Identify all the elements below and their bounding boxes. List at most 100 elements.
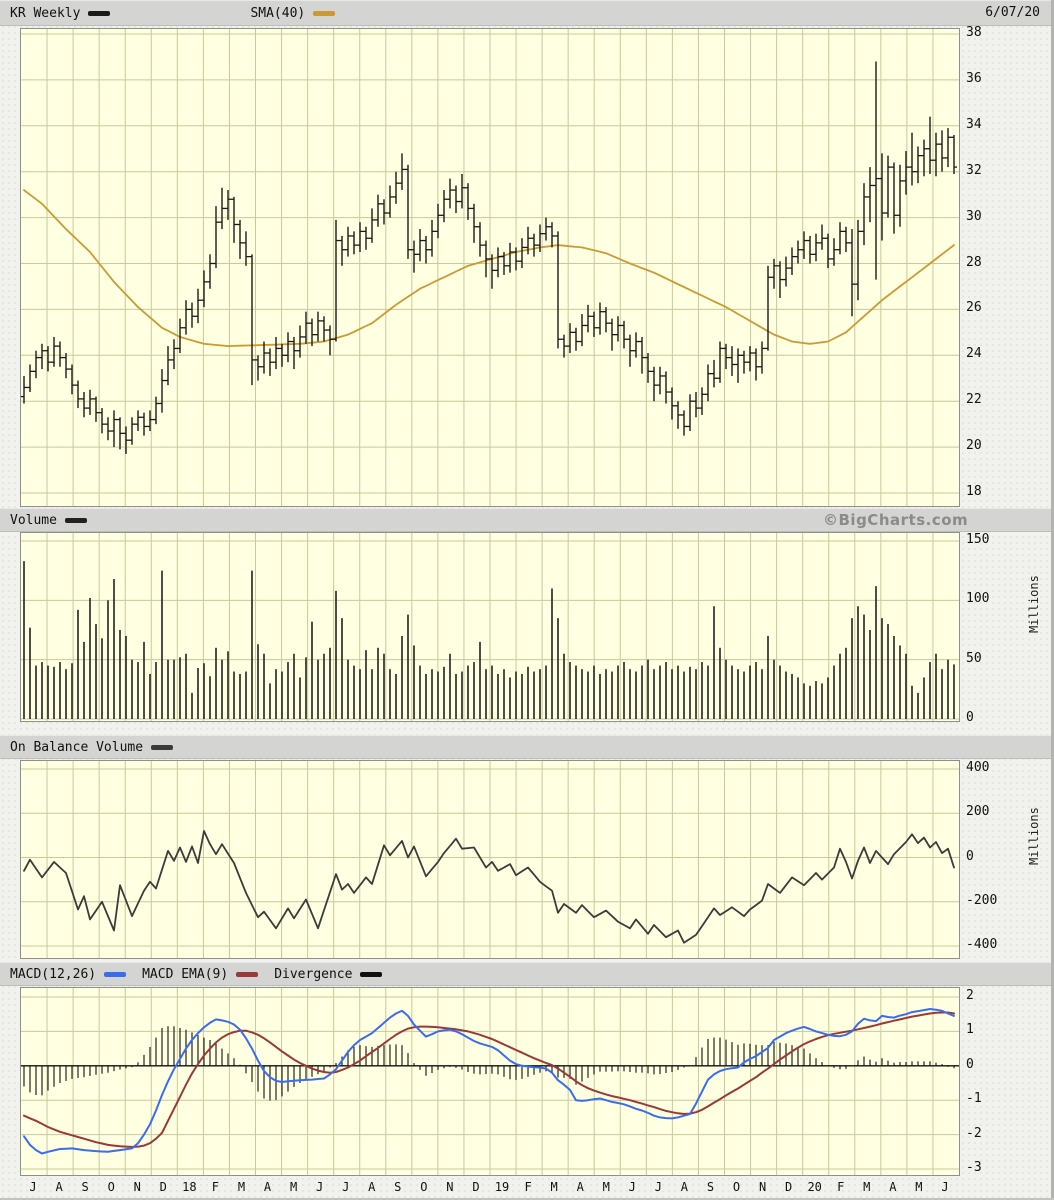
y-tick-label: 30 <box>966 208 982 224</box>
volume-y-axis: 150 100 50 0 <box>966 0 1026 740</box>
y-tick-label: 36 <box>966 70 982 86</box>
volume-title: Volume <box>10 512 57 528</box>
y-tick-label: 0 <box>966 1056 974 1072</box>
price-plot <box>21 29 959 506</box>
month-label: A <box>368 1180 376 1194</box>
month-label: 20 <box>807 1180 822 1194</box>
obv-plot <box>21 761 959 958</box>
obv-swatch-icon <box>151 744 174 750</box>
month-label: J <box>316 1180 324 1194</box>
y-tick-label: -400 <box>966 937 998 952</box>
y-tick-label: 18 <box>966 484 982 499</box>
obv-unit-label: Millions <box>1027 807 1041 865</box>
month-label: S <box>706 1180 715 1194</box>
sma-swatch-icon <box>313 10 336 16</box>
y-tick-label: -1 <box>966 1091 982 1107</box>
month-label: J <box>29 1180 37 1194</box>
price-header: KR Weekly SMA(40) 6/07/20 <box>0 0 1054 26</box>
month-label: A <box>889 1180 897 1194</box>
y-tick-label: 150 <box>966 532 990 547</box>
y-tick-label: 28 <box>966 254 982 270</box>
y-tick-label: -200 <box>966 892 998 908</box>
month-label: A <box>680 1180 689 1194</box>
month-label: S <box>394 1180 402 1194</box>
macd-swatch-icon <box>104 971 127 977</box>
obv-header: On Balance Volume <box>0 735 1054 759</box>
macd-plot <box>21 988 959 1175</box>
month-label: A <box>55 1180 63 1194</box>
month-label: O <box>420 1180 428 1194</box>
y-tick-label: 26 <box>966 300 982 316</box>
y-tick-label: 0 <box>966 710 974 725</box>
month-label: D <box>159 1180 167 1194</box>
y-tick-label: 34 <box>966 116 982 132</box>
y-tick-label: 20 <box>966 438 982 454</box>
y-tick-label: 400 <box>966 760 990 775</box>
month-label: N <box>758 1180 767 1194</box>
month-label: F <box>524 1180 532 1194</box>
time-axis: J A S O N D 18 F M A M J J A S O N D 19 F M A M J J A S O N D 20 F M A M J <box>0 1176 1054 1200</box>
month-label: D <box>785 1180 793 1194</box>
y-tick-label: -2 <box>966 1125 982 1141</box>
month-label: M <box>915 1180 923 1194</box>
y-tick-label: 22 <box>966 392 982 408</box>
y-tick-label: 0 <box>966 848 974 864</box>
price-series-swatch-icon <box>88 10 111 16</box>
y-tick-label: 100 <box>966 591 990 607</box>
symbol-title: KR Weekly <box>10 5 81 21</box>
y-tick-label: -3 <box>966 1160 982 1175</box>
y-tick-label: 1 <box>966 1022 974 1038</box>
divergence-label: Divergence <box>274 966 353 982</box>
obv-title: On Balance Volume <box>10 739 144 755</box>
y-tick-label: 24 <box>966 346 982 362</box>
obv-y-axis: 400 200 0 -200 -400 <box>966 0 1026 980</box>
month-label: A <box>263 1180 272 1194</box>
month-label: M <box>550 1180 558 1194</box>
month-label: A <box>576 1180 584 1194</box>
y-tick-label: 2 <box>966 988 974 1003</box>
month-label: M <box>237 1180 246 1194</box>
month-label: J <box>654 1180 662 1194</box>
price-y-axis: 38 36 34 32 30 28 26 24 22 20 18 <box>966 0 1026 510</box>
macd-ema-swatch-icon <box>236 971 259 977</box>
macd-panel <box>20 987 960 1176</box>
bigcharts-watermark: ©BigCharts.com <box>823 511 969 529</box>
macd-ema-label: MACD EMA(9) <box>142 966 229 982</box>
y-tick-label: 50 <box>966 650 982 666</box>
bottom-edge-shadow <box>0 1198 1054 1200</box>
month-label: 18 <box>182 1180 197 1194</box>
month-label: N <box>446 1180 454 1194</box>
macd-label: MACD(12,26) <box>10 966 97 982</box>
month-label: N <box>133 1180 141 1194</box>
y-tick-label: 38 <box>966 25 982 40</box>
month-label: F <box>211 1180 220 1194</box>
volume-header: Volume <box>0 508 1054 532</box>
month-label: O <box>107 1180 115 1194</box>
month-label: J <box>941 1180 949 1194</box>
volume-swatch-icon <box>64 517 87 523</box>
macd-y-axis: 2 1 0 -1 -2 -3 <box>966 0 1026 1200</box>
month-label: J <box>342 1180 350 1194</box>
obv-panel <box>20 760 960 959</box>
macd-header: MACD(12,26) MACD EMA(9) Divergence <box>0 962 1054 986</box>
month-label: S <box>81 1180 89 1194</box>
right-edge-shadow <box>1051 0 1054 1200</box>
month-label: M <box>863 1180 871 1194</box>
volume-plot <box>21 533 959 721</box>
y-tick-label: 32 <box>966 162 982 178</box>
sma-label: SMA(40) <box>250 5 306 21</box>
month-label: O <box>732 1180 741 1194</box>
divergence-swatch-icon <box>360 971 383 977</box>
month-label: D <box>472 1180 480 1194</box>
y-tick-label: 200 <box>966 804 990 820</box>
chart-date: 6/07/20 <box>985 5 1040 20</box>
month-label: 19 <box>494 1180 510 1194</box>
month-label: M <box>602 1180 610 1194</box>
price-panel <box>20 28 960 507</box>
volume-panel <box>20 532 960 722</box>
month-label: M <box>289 1180 298 1194</box>
volume-unit-label: Millions <box>1027 575 1041 633</box>
month-label: F <box>837 1180 845 1194</box>
month-label: J <box>628 1180 636 1194</box>
